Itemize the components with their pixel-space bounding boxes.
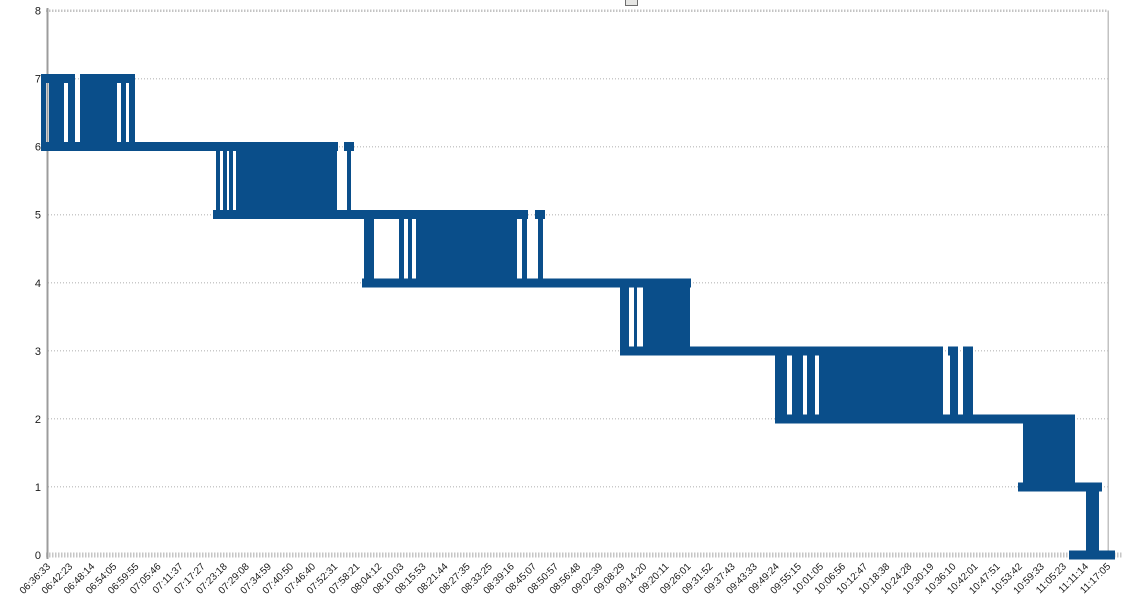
series-oscillation-band xyxy=(416,210,517,288)
series-level-segment xyxy=(620,346,943,356)
series-level-segment xyxy=(80,74,135,84)
x-tick-labels: 06:36:3306:42:2306:48:1406:54:0506:59:55… xyxy=(18,561,1114,597)
series-oscillation-band xyxy=(634,278,637,356)
series-level-segment xyxy=(41,74,75,84)
y-tick-labels: 0 1 2 3 4 5 6 7 8 xyxy=(35,6,41,563)
series-oscillation-band xyxy=(121,74,126,152)
y-tick-label-1: 1 xyxy=(35,482,41,494)
series-level-segment xyxy=(362,278,691,288)
series-level-segment xyxy=(213,210,528,220)
selection-handle-top-center[interactable] xyxy=(625,0,638,6)
series-oscillation-band xyxy=(1023,414,1075,492)
series-oscillation-band xyxy=(236,142,337,220)
y-tick-label-5: 5 xyxy=(35,210,41,222)
series-oscillation-band xyxy=(347,142,351,220)
series-level-segment xyxy=(1018,482,1102,492)
series-oscillation-band xyxy=(963,346,973,424)
series-oscillation-band xyxy=(49,74,64,152)
series-oscillation-band xyxy=(522,210,527,288)
series-oscillation-band xyxy=(538,210,543,288)
series-oscillation-band xyxy=(223,142,227,220)
series-level-segment xyxy=(535,210,545,220)
series-oscillation-band xyxy=(792,346,803,424)
series-oscillation-band xyxy=(399,210,404,288)
y-tick-label-7: 7 xyxy=(35,74,41,86)
series-oscillation-band xyxy=(216,142,220,220)
series-oscillation-band xyxy=(68,74,75,152)
series-oscillation-band xyxy=(643,278,690,356)
series-oscillation-band xyxy=(41,74,46,152)
y-tick-label-4: 4 xyxy=(35,278,41,290)
series-oscillation-band xyxy=(620,278,629,356)
series-oscillation-band xyxy=(1086,482,1099,560)
y-tick-label-8: 8 xyxy=(35,6,41,18)
series-level-segment xyxy=(948,346,958,356)
series-oscillation-band xyxy=(229,142,233,220)
y-gridlines xyxy=(46,9,1122,558)
series-level-segment xyxy=(1069,550,1115,560)
series-oscillation-band xyxy=(819,346,943,424)
y-tick-label-6: 6 xyxy=(35,142,41,154)
series-oscillation-band xyxy=(775,346,787,424)
series-level-segment xyxy=(344,142,354,152)
y-tick-label-0: 0 xyxy=(35,550,41,562)
series-oscillation-band xyxy=(807,346,815,424)
series-oscillation-band xyxy=(80,74,117,152)
series-level-segment xyxy=(41,142,338,152)
series-oscillation-band xyxy=(364,210,374,288)
series-oscillation-band xyxy=(408,210,412,288)
series-oscillation-band xyxy=(129,74,135,152)
y-tick-label-2: 2 xyxy=(35,414,41,426)
series-oscillation-band xyxy=(950,346,958,424)
y-tick-label-3: 3 xyxy=(35,346,41,358)
series-line xyxy=(41,74,1115,560)
series-level-segment xyxy=(963,346,973,356)
series-level-segment xyxy=(777,414,1075,424)
